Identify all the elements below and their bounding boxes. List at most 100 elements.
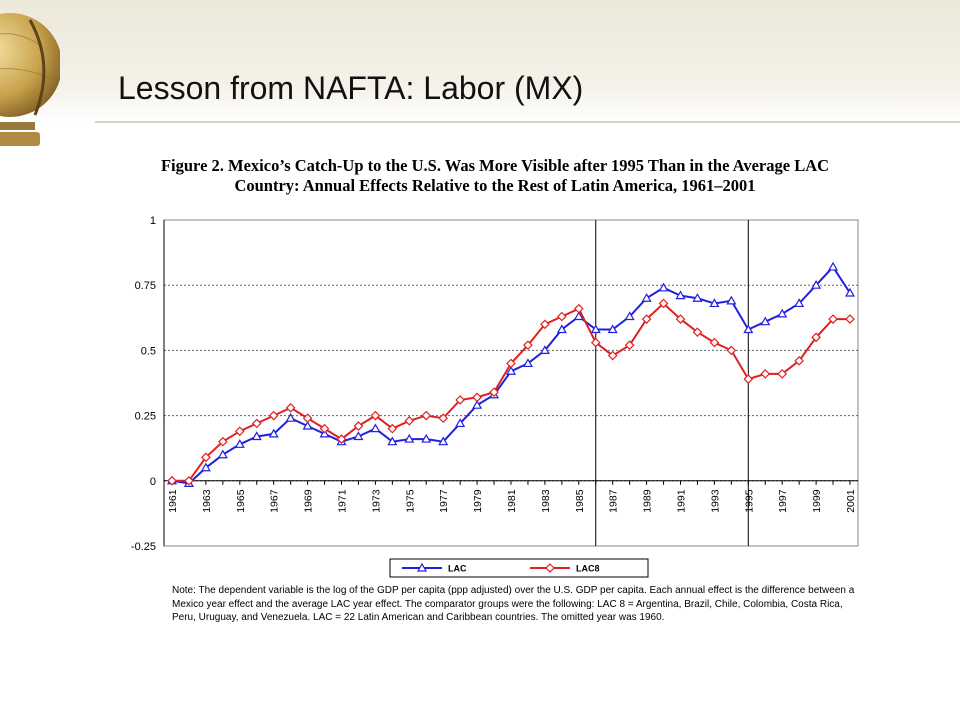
data-point-lac8 [184, 475, 194, 486]
data-point-lac8 [540, 319, 550, 330]
data-point-lac [607, 324, 618, 334]
data-point-lac8 [421, 410, 432, 421]
legend-layer: LAC LAC8 [389, 558, 649, 578]
data-point-lac [370, 423, 381, 433]
data-point-lac8 [641, 314, 652, 324]
x-tick-label: 1973 [370, 489, 382, 513]
data-point-lac8 [726, 345, 737, 356]
y-tick-label: 0.75 [135, 280, 156, 292]
x-tick-label: 1993 [709, 489, 721, 513]
data-point-lac [844, 287, 856, 297]
data-point-lac8 [743, 374, 754, 384]
y-tick-label: 0.5 [141, 345, 156, 357]
series-layer [166, 261, 856, 488]
figure: Figure 2. Mexico’s Catch-Up to the U.S. … [90, 152, 900, 650]
x-tick-label: 1965 [235, 489, 247, 513]
x-tick-label: 1991 [676, 489, 688, 513]
data-point-lac [726, 295, 737, 305]
x-tick-label: 1967 [269, 489, 281, 513]
data-point-lac [828, 261, 839, 271]
data-point-lac8 [370, 410, 381, 421]
data-point-lac [760, 316, 771, 326]
legend-marker [545, 563, 555, 573]
data-point-lac [573, 311, 584, 321]
data-point-lac8 [353, 421, 364, 431]
x-tick-label: 1963 [201, 489, 213, 513]
data-point-lac [675, 290, 686, 300]
data-point-lac8 [251, 418, 262, 429]
data-point-lac8 [777, 369, 788, 379]
data-point-lac [455, 418, 466, 428]
x-tick-label: 1977 [438, 489, 450, 513]
data-point-lac [302, 420, 313, 430]
data-point-lac8 [709, 337, 720, 348]
data-point-lac8 [455, 395, 465, 405]
y-tick-label: 1 [150, 215, 156, 227]
data-point-lac [556, 324, 567, 334]
data-point-lac8 [607, 350, 618, 361]
x-tick-label: 1979 [472, 489, 484, 513]
data-point-lac [268, 428, 279, 438]
x-tick-label: 1987 [608, 489, 620, 513]
data-point-lac [692, 293, 703, 302]
legend-label-lac8: LAC8 [576, 564, 600, 574]
data-point-lac8 [794, 355, 804, 366]
x-tick-label: 1989 [642, 489, 654, 513]
data-point-lac8 [302, 413, 313, 424]
data-point-lac8 [675, 314, 686, 324]
data-point-lac [794, 298, 805, 308]
figure-title: Figure 2. Mexico’s Catch-Up to the U.S. … [90, 156, 900, 196]
data-point-lac [353, 431, 364, 441]
data-point-lac [505, 366, 517, 375]
data-point-lac [251, 431, 262, 441]
data-point-lac [709, 298, 720, 308]
y-tick-label: -0.25 [131, 541, 156, 553]
data-point-lac [285, 412, 296, 422]
data-point-lac8 [404, 415, 415, 426]
legend-box [389, 558, 649, 578]
data-point-lac [777, 308, 788, 318]
data-point-lac8 [268, 410, 279, 421]
data-point-lac8 [319, 423, 330, 434]
data-point-lac [624, 311, 635, 321]
data-point-lac [200, 462, 211, 472]
data-point-lac8 [472, 392, 482, 403]
x-tick-label: 1999 [811, 489, 823, 513]
header-band [0, 0, 960, 122]
globe-icon [0, 13, 60, 146]
data-point-lac8 [828, 314, 838, 324]
data-point-lac [438, 436, 449, 446]
data-point-lac8 [201, 452, 211, 463]
data-point-lac8 [624, 340, 635, 351]
data-point-lac [404, 433, 415, 443]
data-point-lac8 [590, 337, 601, 348]
data-point-lac8 [167, 475, 177, 486]
data-point-lac8 [387, 423, 398, 434]
data-point-lac8 [692, 327, 703, 337]
x-tick-label: 1961 [167, 489, 179, 513]
data-point-lac8 [557, 311, 567, 322]
figure-note: Note: The dependent variable is the log … [172, 585, 855, 623]
data-point-lac [658, 282, 669, 292]
data-point-lac8 [760, 369, 771, 379]
data-point-lac [743, 324, 754, 334]
data-point-lac8 [573, 303, 584, 314]
data-point-lac [641, 293, 652, 302]
data-point-lac [421, 433, 432, 443]
x-tick-label: 1985 [574, 489, 586, 513]
data-point-lac [590, 324, 601, 334]
data-point-lac [539, 345, 550, 354]
x-tick-label: 2001 [845, 489, 857, 513]
slide-title: Lesson from NAFTA: Labor (MX) [118, 70, 584, 106]
x-tick-label: 1975 [404, 489, 416, 513]
line-chart: 1 0.75 0.5 0.25 0 -0.25 1961 1963 1965 1967 1969 19… [131, 215, 859, 578]
data-point-lac8 [506, 358, 516, 369]
data-point-lac [217, 449, 228, 459]
legend-label-lac: LAC [448, 564, 467, 574]
legend-marker [416, 562, 428, 572]
x-tick-label: 1997 [777, 489, 789, 513]
data-point-lac8 [523, 340, 533, 351]
data-point-lac [387, 436, 398, 446]
x-tick-label: 1969 [303, 489, 315, 513]
y-tick-label: 0.25 [135, 411, 156, 423]
